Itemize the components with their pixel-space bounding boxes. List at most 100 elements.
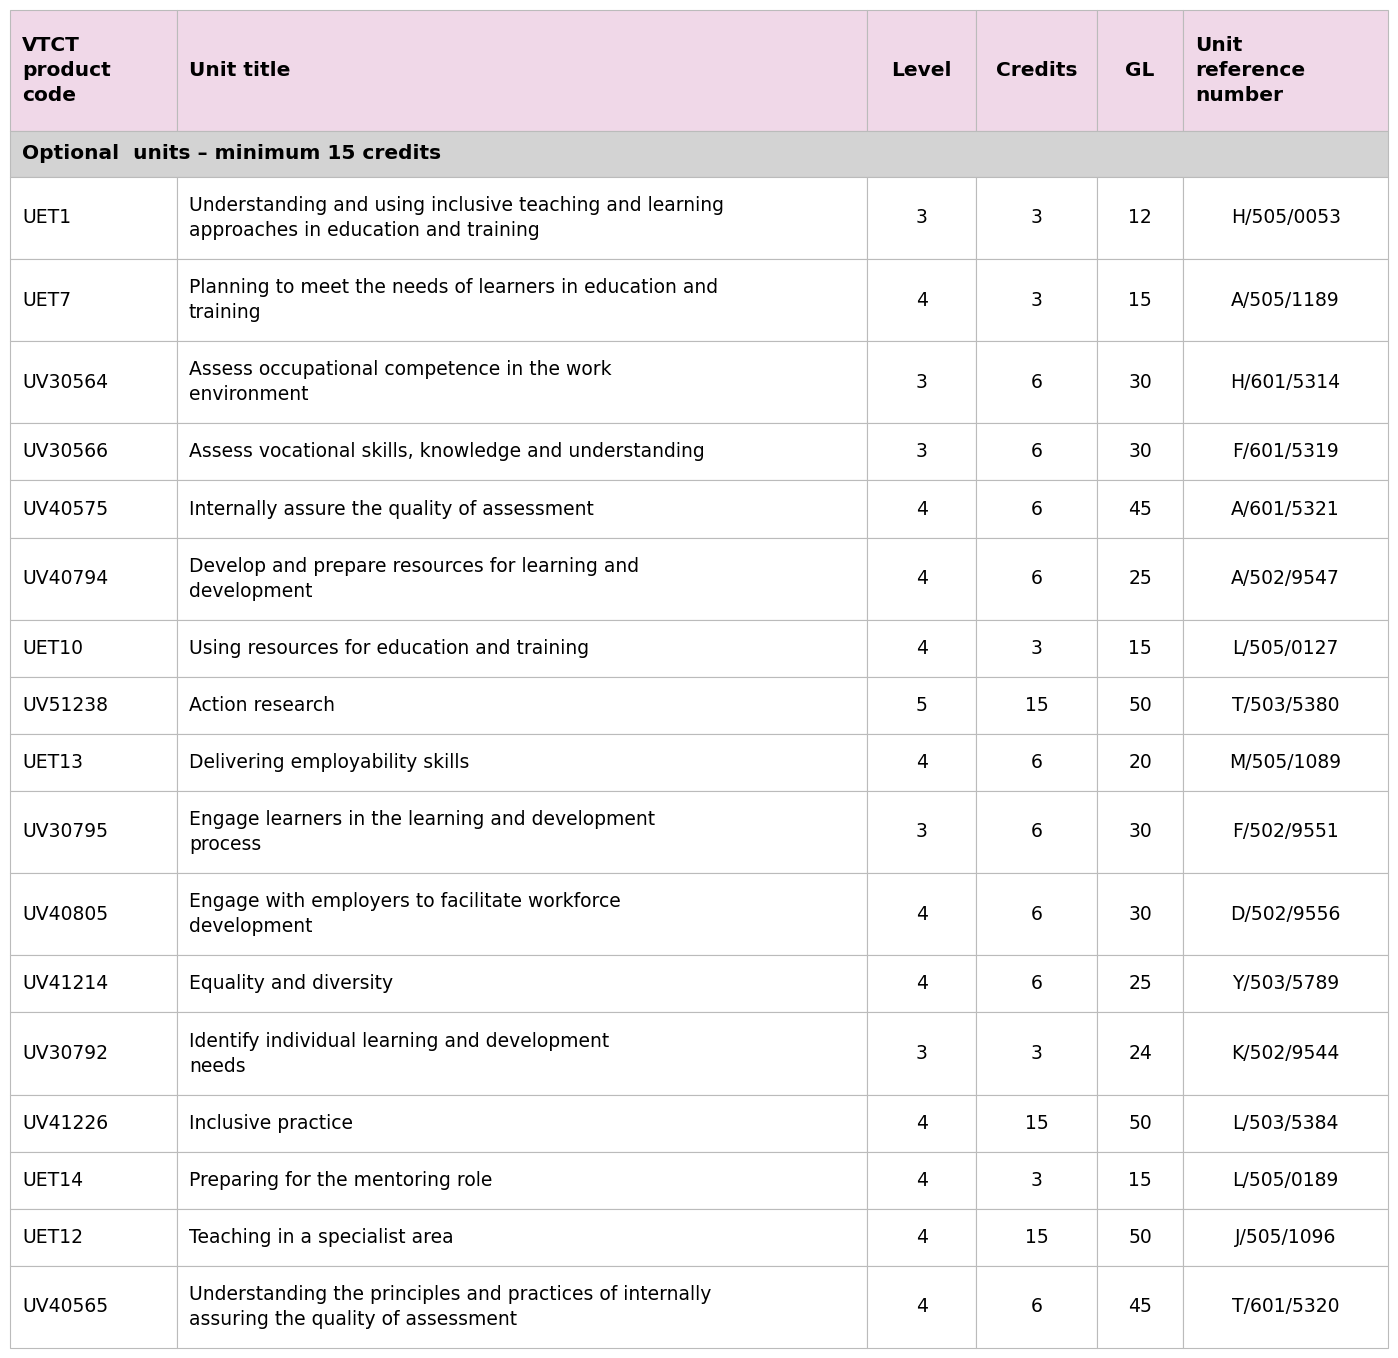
Bar xyxy=(176,676,867,733)
Text: UET13: UET13 xyxy=(22,752,82,771)
Bar xyxy=(1183,538,1388,619)
Bar xyxy=(976,1209,1097,1266)
Text: Teaching in a specialist area: Teaching in a specialist area xyxy=(189,1228,453,1247)
Text: 50: 50 xyxy=(1128,695,1152,714)
Bar xyxy=(1183,481,1388,538)
Text: L/503/5384: L/503/5384 xyxy=(1233,1114,1339,1133)
Text: UV40565: UV40565 xyxy=(22,1297,108,1316)
Bar xyxy=(867,1266,976,1348)
Bar xyxy=(976,873,1097,956)
Text: A/502/9547: A/502/9547 xyxy=(1232,569,1341,588)
Text: Delivering employability skills: Delivering employability skills xyxy=(189,752,470,771)
Bar xyxy=(176,538,867,619)
Bar xyxy=(10,956,176,1013)
Text: UET1: UET1 xyxy=(22,208,71,227)
Bar xyxy=(867,1095,976,1152)
Text: Credits: Credits xyxy=(995,61,1078,80)
Text: 3: 3 xyxy=(916,823,927,842)
Text: 3: 3 xyxy=(1030,1044,1043,1063)
Text: 6: 6 xyxy=(1030,500,1043,519)
Text: 6: 6 xyxy=(1030,904,1043,923)
Text: 4: 4 xyxy=(916,1228,928,1247)
Bar xyxy=(867,619,976,676)
Bar xyxy=(10,1152,176,1209)
Text: Understanding and using inclusive teaching and learning
approaches in education : Understanding and using inclusive teachi… xyxy=(189,196,724,240)
Text: L/505/0189: L/505/0189 xyxy=(1233,1171,1339,1190)
Bar xyxy=(10,1266,176,1348)
Bar xyxy=(867,676,976,733)
Bar xyxy=(10,790,176,873)
Text: Planning to meet the needs of learners in education and
training: Planning to meet the needs of learners i… xyxy=(189,278,719,322)
Bar xyxy=(867,1013,976,1095)
Bar xyxy=(867,1152,976,1209)
Text: 4: 4 xyxy=(916,500,928,519)
Bar xyxy=(1097,1266,1183,1348)
Bar xyxy=(176,259,867,341)
Text: F/601/5319: F/601/5319 xyxy=(1232,443,1339,462)
Text: 30: 30 xyxy=(1128,904,1152,923)
Text: 45: 45 xyxy=(1128,500,1152,519)
Bar xyxy=(10,481,176,538)
Bar xyxy=(1097,790,1183,873)
Bar xyxy=(1097,481,1183,538)
Text: VTCT
product
code: VTCT product code xyxy=(22,35,110,105)
Bar xyxy=(1183,259,1388,341)
Text: 25: 25 xyxy=(1128,975,1152,994)
Bar xyxy=(867,10,976,130)
Text: 4: 4 xyxy=(916,1297,928,1316)
Text: Equality and diversity: Equality and diversity xyxy=(189,975,393,994)
Bar xyxy=(1183,676,1388,733)
Bar xyxy=(1183,956,1388,1013)
Bar xyxy=(10,1209,176,1266)
Text: T/601/5320: T/601/5320 xyxy=(1232,1297,1339,1316)
Bar xyxy=(976,259,1097,341)
Text: Optional  units – minimum 15 credits: Optional units – minimum 15 credits xyxy=(22,144,442,163)
Text: Preparing for the mentoring role: Preparing for the mentoring role xyxy=(189,1171,492,1190)
Bar xyxy=(976,956,1097,1013)
Text: Identify individual learning and development
needs: Identify individual learning and develop… xyxy=(189,1032,610,1076)
Text: 4: 4 xyxy=(916,291,928,310)
Text: F/502/9551: F/502/9551 xyxy=(1232,823,1339,842)
Text: Y/503/5789: Y/503/5789 xyxy=(1232,975,1339,994)
Text: 30: 30 xyxy=(1128,373,1152,392)
Bar xyxy=(10,538,176,619)
Bar xyxy=(976,1013,1097,1095)
Bar xyxy=(867,733,976,790)
Text: 6: 6 xyxy=(1030,752,1043,771)
Text: 50: 50 xyxy=(1128,1114,1152,1133)
Bar xyxy=(1097,676,1183,733)
Bar xyxy=(1183,1095,1388,1152)
Text: 6: 6 xyxy=(1030,569,1043,588)
Bar xyxy=(10,1095,176,1152)
Text: 3: 3 xyxy=(916,208,927,227)
Bar xyxy=(1097,619,1183,676)
Text: UV40794: UV40794 xyxy=(22,569,108,588)
Text: UV30795: UV30795 xyxy=(22,823,108,842)
Text: A/601/5321: A/601/5321 xyxy=(1232,500,1341,519)
Text: 15: 15 xyxy=(1025,1114,1048,1133)
Text: H/601/5314: H/601/5314 xyxy=(1230,373,1341,392)
Bar xyxy=(976,481,1097,538)
Bar xyxy=(976,538,1097,619)
Text: 4: 4 xyxy=(916,904,928,923)
Bar xyxy=(1183,1209,1388,1266)
Bar xyxy=(1097,177,1183,259)
Bar xyxy=(867,481,976,538)
Text: 15: 15 xyxy=(1128,638,1152,657)
Bar xyxy=(10,676,176,733)
Text: 3: 3 xyxy=(916,373,927,392)
Bar xyxy=(1183,341,1388,424)
Text: UV41214: UV41214 xyxy=(22,975,108,994)
Text: 3: 3 xyxy=(1030,638,1043,657)
Text: 24: 24 xyxy=(1128,1044,1152,1063)
Text: 20: 20 xyxy=(1128,752,1152,771)
Text: 30: 30 xyxy=(1128,443,1152,462)
Bar xyxy=(867,1209,976,1266)
Bar xyxy=(867,956,976,1013)
Bar xyxy=(1183,424,1388,481)
Bar xyxy=(176,790,867,873)
Text: 4: 4 xyxy=(916,1171,928,1190)
Bar xyxy=(176,873,867,956)
Text: H/505/0053: H/505/0053 xyxy=(1230,208,1341,227)
Text: 6: 6 xyxy=(1030,1297,1043,1316)
